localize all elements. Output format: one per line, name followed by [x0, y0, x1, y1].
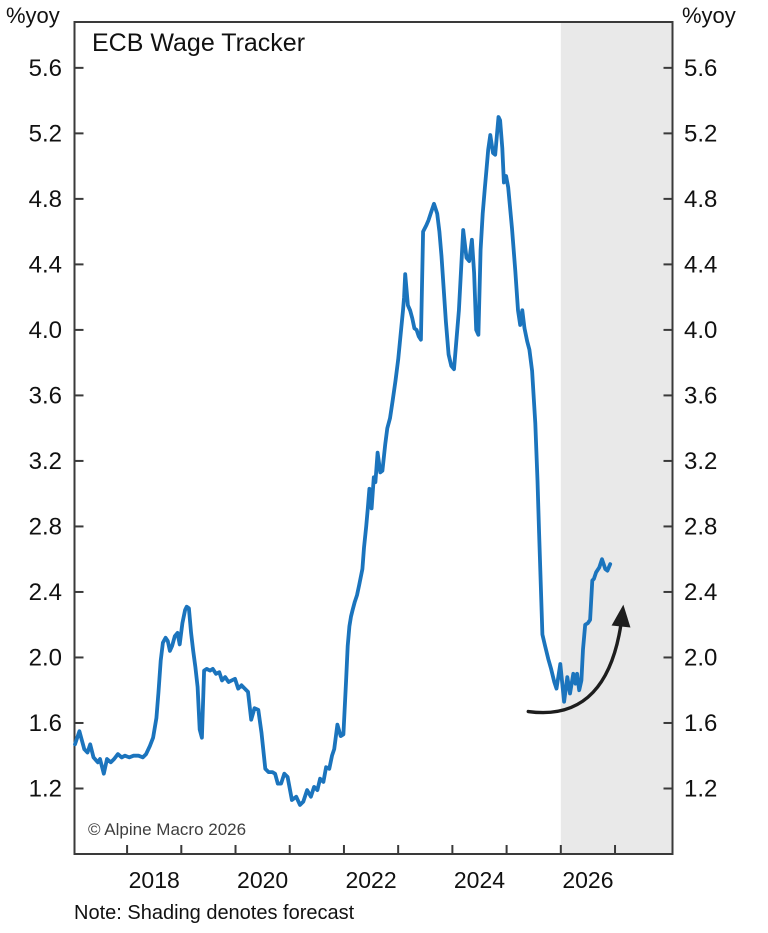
- y-tick-label-right: 4.4: [684, 251, 717, 278]
- y-tick-label-left: 2.4: [29, 579, 62, 606]
- copyright-label: © Alpine Macro 2026: [88, 820, 247, 839]
- x-tick-label: 2024: [454, 867, 505, 893]
- y-tick-label-left: 5.6: [29, 55, 62, 82]
- y-tick-label-left: 3.2: [29, 448, 62, 475]
- y-tick-label-right: 3.2: [684, 448, 717, 475]
- wage-tracker-line: [73, 115, 613, 807]
- y-tick-label-left: 1.6: [29, 710, 62, 737]
- y-tick-label-right: 1.2: [684, 775, 717, 802]
- y-tick-label-right: 1.6: [684, 710, 717, 737]
- y-tick-label-right: 2.4: [684, 579, 717, 606]
- chart-title: ECB Wage Tracker: [92, 29, 306, 57]
- forecast-up-arrow-head: [611, 604, 631, 628]
- forecast-up-arrow-stem: [526, 609, 625, 715]
- footnote: Note: Shading denotes forecast: [74, 902, 355, 924]
- x-tick-label: 2020: [237, 867, 288, 893]
- forecast-shading-region: [560, 22, 673, 854]
- y-tick-label-left: 2.8: [29, 513, 62, 540]
- y-tick-label-left: 5.2: [29, 120, 62, 147]
- x-tick-label: 2022: [345, 867, 396, 893]
- y-tick-label-right: 4.8: [684, 186, 717, 213]
- y-tick-label-right: 2.0: [684, 644, 717, 671]
- x-tick-label: 2018: [129, 867, 180, 893]
- y-tick-label-right: 5.2: [684, 120, 717, 147]
- plot-frame: [73, 21, 674, 855]
- y-tick-label-right: 3.6: [684, 382, 717, 409]
- y-tick-label-right: 4.0: [684, 317, 717, 344]
- y-tick-label-left: 2.0: [29, 644, 62, 671]
- y-tick-label-left: 4.0: [29, 317, 62, 344]
- y-axis-unit-right: %yoy: [682, 3, 736, 28]
- x-tick-label: 2026: [562, 867, 613, 893]
- y-axis-unit-left: %yoy: [6, 3, 60, 28]
- y-tick-label-left: 3.6: [29, 382, 62, 409]
- y-tick-label-left: 4.4: [29, 251, 62, 278]
- y-tick-label-right: 2.8: [684, 513, 717, 540]
- y-tick-label-right: 5.6: [684, 55, 717, 82]
- y-tick-label-left: 1.2: [29, 775, 62, 802]
- y-tick-label-left: 4.8: [29, 186, 62, 213]
